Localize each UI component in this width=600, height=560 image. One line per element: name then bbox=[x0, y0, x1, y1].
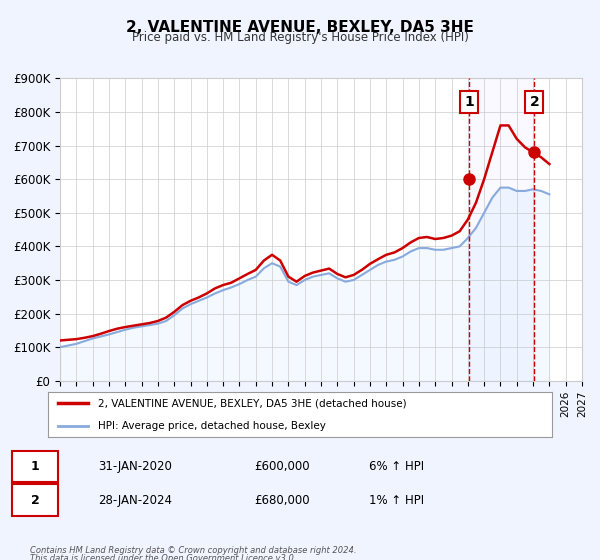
Text: Price paid vs. HM Land Registry's House Price Index (HPI): Price paid vs. HM Land Registry's House … bbox=[131, 31, 469, 44]
Text: 2, VALENTINE AVENUE, BEXLEY, DA5 3HE: 2, VALENTINE AVENUE, BEXLEY, DA5 3HE bbox=[126, 20, 474, 35]
Text: This data is licensed under the Open Government Licence v3.0.: This data is licensed under the Open Gov… bbox=[30, 554, 296, 560]
Text: 6% ↑ HPI: 6% ↑ HPI bbox=[369, 460, 424, 473]
Text: 28-JAN-2024: 28-JAN-2024 bbox=[98, 493, 172, 507]
Text: 2: 2 bbox=[529, 95, 539, 109]
Text: £600,000: £600,000 bbox=[254, 460, 310, 473]
Text: Contains HM Land Registry data © Crown copyright and database right 2024.: Contains HM Land Registry data © Crown c… bbox=[30, 546, 356, 555]
Text: £680,000: £680,000 bbox=[254, 493, 310, 507]
Text: HPI: Average price, detached house, Bexley: HPI: Average price, detached house, Bexl… bbox=[98, 421, 326, 431]
Text: 31-JAN-2020: 31-JAN-2020 bbox=[98, 460, 172, 473]
Text: 1: 1 bbox=[31, 460, 40, 473]
FancyBboxPatch shape bbox=[12, 484, 58, 516]
Text: 2, VALENTINE AVENUE, BEXLEY, DA5 3HE (detached house): 2, VALENTINE AVENUE, BEXLEY, DA5 3HE (de… bbox=[98, 398, 407, 408]
FancyBboxPatch shape bbox=[12, 450, 58, 482]
Text: 1: 1 bbox=[464, 95, 474, 109]
Bar bbox=[469, 78, 535, 381]
Text: 2: 2 bbox=[31, 493, 40, 507]
Text: 1% ↑ HPI: 1% ↑ HPI bbox=[369, 493, 424, 507]
